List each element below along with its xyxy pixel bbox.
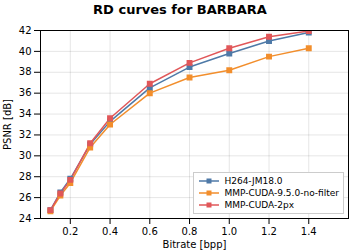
svg-text:36: 36 [19,87,32,98]
svg-text:42: 42 [19,25,32,36]
svg-text:0.6: 0.6 [142,226,158,237]
svg-text:24: 24 [19,213,32,224]
svg-text:26: 26 [19,192,32,203]
svg-text:1.4: 1.4 [301,226,317,237]
svg-text:40: 40 [19,46,32,57]
svg-text:0.8: 0.8 [182,226,198,237]
html-text:MMP-CUDA-9.5.0-no-filter: MMP-CUDA-9.5.0-no-filter [224,188,339,198]
html-text:RD curves for BARBARA: RD curves for BARBARA [93,2,267,17]
svg-text:32: 32 [19,129,32,140]
html-text:H264-JM18.0: H264-JM18.0 [224,176,283,186]
svg-text:30: 30 [19,150,32,161]
svg-text:0.4: 0.4 [102,226,118,237]
svg-text:38: 38 [19,66,32,77]
svg-text:1.0: 1.0 [221,226,237,237]
svg-text:PSNR [dB]: PSNR [dB] [2,99,13,150]
svg-text:0.2: 0.2 [62,226,78,237]
svg-text:1.2: 1.2 [261,226,277,237]
svg-text:Bitrate [bpp]: Bitrate [bpp] [163,239,227,250]
svg-text:34: 34 [19,108,32,119]
html-text:MMP-CUDA-2px: MMP-CUDA-2px [224,200,294,210]
svg-text:28: 28 [19,171,32,182]
